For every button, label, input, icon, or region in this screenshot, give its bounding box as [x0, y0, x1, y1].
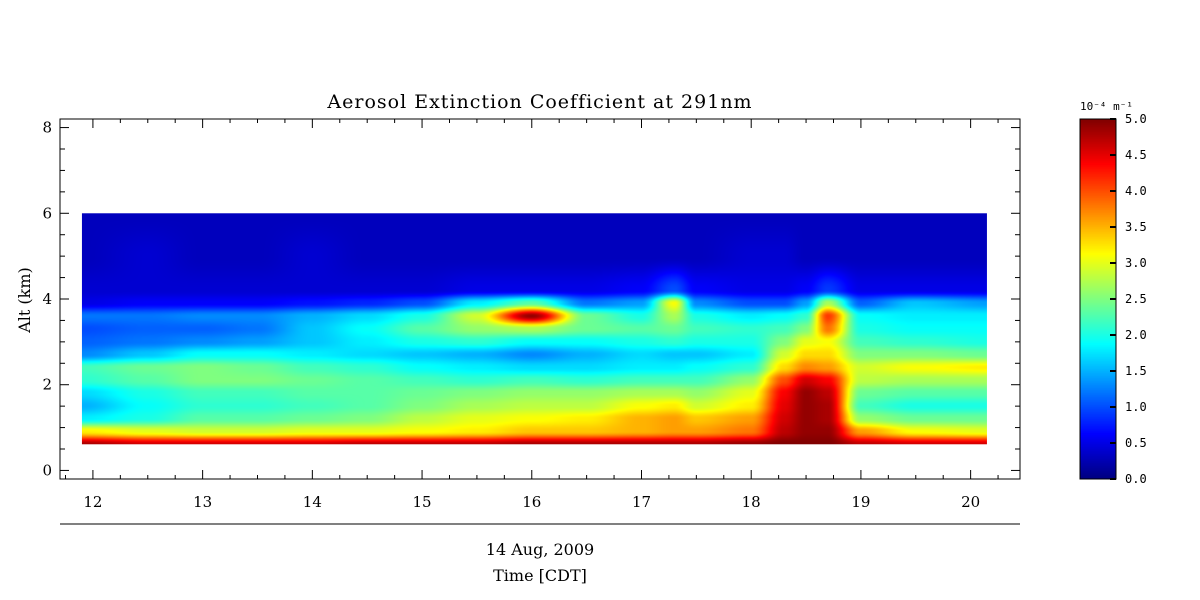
x-tick-label: 17	[632, 493, 651, 511]
x-tick-label: 19	[851, 493, 870, 511]
y-tick-label: 6	[42, 204, 52, 222]
x-axis-label: Time [CDT]	[493, 566, 587, 585]
y-tick-label: 2	[42, 376, 52, 394]
chart-title: Aerosol Extinction Coefficient at 291nm	[326, 91, 752, 113]
x-tick-label: 15	[413, 493, 432, 511]
x-axis: 12 13 14 15 16 17 18 19 20	[64, 119, 999, 511]
colorbar-tick-label: 0.0	[1125, 472, 1147, 486]
x-tick-label: 12	[83, 493, 102, 511]
colorbar-tick-label: 2.5	[1125, 292, 1147, 306]
x-tick-label: 18	[742, 493, 761, 511]
colorbar-tick-label: 3.0	[1125, 256, 1147, 270]
x-tick-label: 14	[303, 493, 322, 511]
y-axis-label: Alt (km)	[15, 267, 34, 334]
y-tick-label: 0	[42, 461, 52, 479]
colorbar-tick-label: 3.5	[1125, 220, 1147, 234]
y-tick-label: 4	[42, 290, 52, 308]
x-tick-label: 20	[961, 493, 980, 511]
y-axis: 0 2 4 6 8	[42, 119, 1020, 479]
colorbar-tick-label: 1.5	[1125, 364, 1147, 378]
colorbar-tick-label: 0.5	[1125, 436, 1147, 450]
colorbar-tick-label: 1.0	[1125, 400, 1147, 414]
colorbar-tick-label: 2.0	[1125, 328, 1147, 342]
x-axis-date-label: 14 Aug, 2009	[486, 540, 594, 559]
colorbar-tick-label: 4.0	[1125, 184, 1147, 198]
x-tick-label: 13	[193, 493, 212, 511]
extinction-heatmap	[81, 213, 987, 445]
x-tick-label: 16	[522, 493, 541, 511]
y-tick-label: 8	[42, 119, 52, 137]
colorbar-tick-label: 4.5	[1125, 148, 1147, 162]
colorbar-tick-label: 5.0	[1125, 112, 1147, 126]
colorbar-unit-label: 10⁻⁴ m⁻¹	[1080, 100, 1133, 113]
colorbar-axis: 0.0 0.5 1.0 1.5 2.0 2.5 3.0 3.5 4.0 4.5 5.0	[1110, 112, 1147, 486]
